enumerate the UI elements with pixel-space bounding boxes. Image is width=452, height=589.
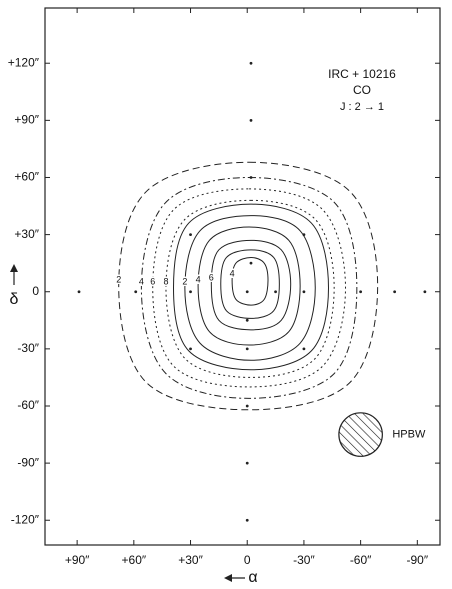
x-tick-label: 0 bbox=[244, 553, 251, 567]
observed-point bbox=[77, 290, 81, 294]
observed-point bbox=[189, 233, 192, 237]
contour-label: 4 bbox=[139, 276, 144, 286]
contour bbox=[118, 161, 379, 411]
plot-frame bbox=[44, 7, 441, 546]
contour bbox=[220, 249, 280, 319]
contour bbox=[165, 199, 335, 378]
observed-point bbox=[302, 233, 306, 237]
beam bbox=[338, 412, 383, 457]
x-tick-label: +90″ bbox=[65, 553, 90, 567]
observed-point bbox=[245, 404, 249, 408]
contour bbox=[140, 176, 358, 399]
contour-label: 6 bbox=[150, 276, 155, 286]
observed-point bbox=[189, 347, 192, 351]
y-tick-label: -90″ bbox=[17, 455, 39, 469]
contour bbox=[184, 215, 316, 361]
observed-point bbox=[423, 290, 427, 294]
y-tick-label: -120″ bbox=[11, 512, 40, 526]
contour-label: 2 bbox=[182, 276, 187, 286]
contour bbox=[210, 239, 292, 331]
observed-point bbox=[274, 290, 277, 294]
observed-point bbox=[393, 290, 397, 294]
observed-point bbox=[249, 261, 253, 265]
observed-point bbox=[245, 518, 249, 522]
x-tick-label: -30″ bbox=[293, 553, 315, 567]
y-tick-label: +90″ bbox=[14, 113, 39, 127]
y-tick-label: +60″ bbox=[14, 170, 39, 184]
observed-point bbox=[189, 290, 192, 294]
observed-point bbox=[249, 118, 253, 122]
observed-point bbox=[245, 290, 249, 294]
x-tick-label: -90″ bbox=[407, 553, 429, 567]
observed-point bbox=[245, 318, 249, 322]
observed-point bbox=[245, 347, 249, 351]
y-tick-label: 0 bbox=[32, 284, 39, 298]
contour-label: 4 bbox=[196, 274, 201, 284]
observed-point bbox=[134, 290, 138, 294]
observed-point bbox=[302, 347, 306, 351]
observed-point bbox=[249, 61, 253, 65]
observed-point bbox=[359, 290, 363, 294]
x-tick-label: +60″ bbox=[122, 553, 147, 567]
y-tick-label: +120″ bbox=[8, 55, 40, 69]
y-tick-label: -30″ bbox=[17, 341, 39, 355]
observed-point bbox=[249, 176, 253, 179]
y-axis-label: δ bbox=[10, 291, 19, 308]
contour-label: 2 bbox=[116, 274, 121, 284]
x-tick-label: -60″ bbox=[350, 553, 372, 567]
axis-arrowhead bbox=[10, 264, 18, 272]
contour-label: 6 bbox=[209, 272, 214, 282]
observed-point bbox=[302, 290, 306, 294]
observed-point bbox=[245, 461, 249, 465]
annotations: IRC + 10216 CO J : 2 → 1 bbox=[328, 67, 396, 113]
contour bbox=[231, 256, 269, 306]
axis-arrowhead bbox=[224, 574, 232, 582]
x-tick-label: +30″ bbox=[178, 553, 203, 567]
contour bbox=[152, 188, 347, 388]
contour-label: 8 bbox=[163, 276, 168, 286]
annotation: CO bbox=[353, 83, 371, 97]
annotation: IRC + 10216 bbox=[328, 67, 396, 81]
contour-label: 4 bbox=[230, 269, 235, 279]
beam-label: HPBW bbox=[392, 428, 426, 440]
y-tick-label: -60″ bbox=[17, 398, 39, 412]
contour bbox=[173, 203, 329, 371]
contour bbox=[197, 226, 301, 346]
annotation: J : 2 → 1 bbox=[340, 101, 384, 113]
x-axis-label: α bbox=[248, 569, 257, 586]
y-tick-label: +30″ bbox=[14, 227, 39, 241]
